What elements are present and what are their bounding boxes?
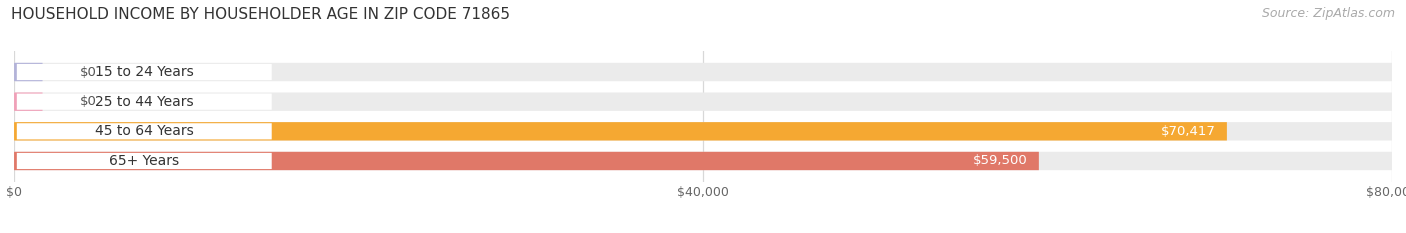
FancyBboxPatch shape (14, 93, 1392, 111)
FancyBboxPatch shape (17, 94, 271, 110)
Text: 15 to 24 Years: 15 to 24 Years (94, 65, 194, 79)
Text: 25 to 44 Years: 25 to 44 Years (96, 95, 194, 109)
FancyBboxPatch shape (14, 122, 1227, 140)
FancyBboxPatch shape (14, 152, 1039, 170)
Text: $0: $0 (80, 95, 97, 108)
Text: $0: $0 (80, 65, 97, 79)
FancyBboxPatch shape (14, 152, 1392, 170)
FancyBboxPatch shape (14, 63, 42, 81)
FancyBboxPatch shape (17, 123, 271, 139)
Text: 65+ Years: 65+ Years (110, 154, 180, 168)
Text: $70,417: $70,417 (1161, 125, 1216, 138)
Text: HOUSEHOLD INCOME BY HOUSEHOLDER AGE IN ZIP CODE 71865: HOUSEHOLD INCOME BY HOUSEHOLDER AGE IN Z… (11, 7, 510, 22)
Text: 45 to 64 Years: 45 to 64 Years (94, 124, 194, 138)
FancyBboxPatch shape (17, 153, 271, 169)
Text: Source: ZipAtlas.com: Source: ZipAtlas.com (1261, 7, 1395, 20)
FancyBboxPatch shape (14, 63, 1392, 81)
Text: $59,500: $59,500 (973, 154, 1028, 168)
FancyBboxPatch shape (14, 122, 1392, 140)
FancyBboxPatch shape (17, 64, 271, 80)
FancyBboxPatch shape (14, 93, 42, 111)
